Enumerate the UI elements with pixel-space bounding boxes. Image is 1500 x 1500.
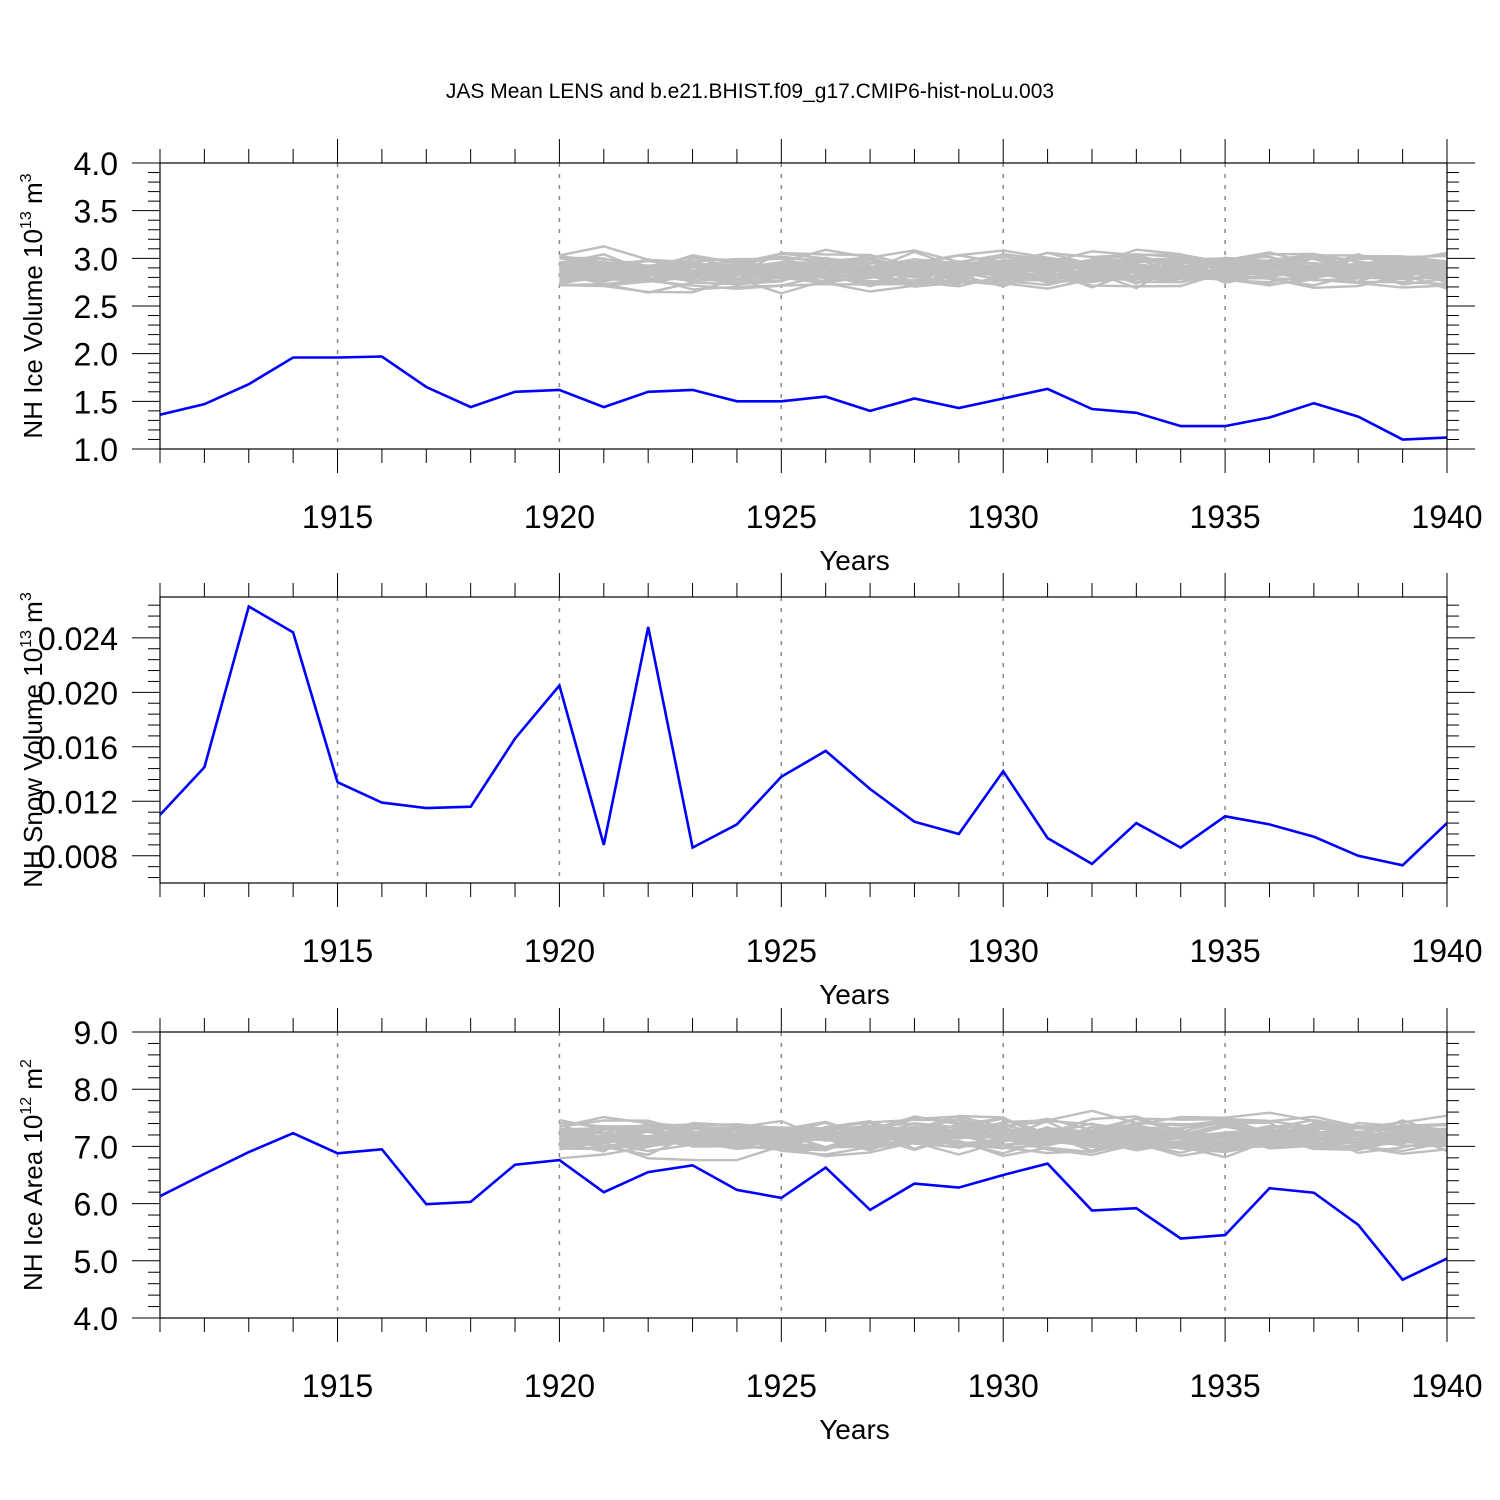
y-tick-label: 0.024 bbox=[38, 621, 118, 657]
chart-title: JAS Mean LENS and b.e21.BHIST.f09_g17.CM… bbox=[446, 80, 1054, 103]
x-tick-label: 1925 bbox=[746, 1368, 817, 1404]
model-series-line bbox=[160, 1131, 1447, 1282]
x-axis-label: Years bbox=[819, 979, 890, 1010]
x-tick-label: 1920 bbox=[524, 933, 595, 969]
x-tick-label: 1930 bbox=[968, 499, 1039, 535]
y-axis-label-text: NH Ice Volume 10 bbox=[18, 229, 48, 439]
y-tick-label: 7.0 bbox=[74, 1129, 118, 1165]
y-axis-label-unit-exponent: 3 bbox=[18, 592, 35, 601]
y-tick-label: 0.008 bbox=[38, 839, 118, 875]
y-axis-label-text: NH Snow Volume 10 bbox=[18, 648, 48, 888]
y-tick-label: 0.020 bbox=[38, 675, 118, 711]
y-axis-label-unit: m bbox=[18, 1068, 48, 1097]
y-tick-label: 3.0 bbox=[74, 241, 118, 277]
y-axis-label: NH Ice Volume 1013 m3 bbox=[18, 173, 48, 438]
y-axis-label-exponent: 13 bbox=[18, 630, 35, 648]
x-tick-label: 1935 bbox=[1190, 933, 1261, 969]
y-axis-label-text: NH Ice Area 10 bbox=[18, 1115, 48, 1291]
ensemble-line bbox=[559, 1117, 1447, 1156]
x-tick-label: 1925 bbox=[746, 499, 817, 535]
y-tick-label: 3.5 bbox=[74, 194, 118, 230]
y-tick-label: 5.0 bbox=[74, 1244, 118, 1280]
model-series-line bbox=[160, 604, 1447, 867]
y-tick-label: 6.0 bbox=[74, 1187, 118, 1223]
x-tick-label: 1920 bbox=[524, 1368, 595, 1404]
y-tick-label: 4.0 bbox=[74, 1301, 118, 1337]
panel-2: 1915 1920 1925 1930 1935 1940 Years 0.008 0.012 0… bbox=[18, 573, 1483, 1010]
x-axis-label: Years bbox=[819, 1414, 890, 1445]
y-axis-label-exponent: 12 bbox=[18, 1097, 35, 1115]
y-tick-label: 2.0 bbox=[74, 337, 118, 373]
x-tick-label: 1915 bbox=[302, 499, 373, 535]
ensemble-group bbox=[558, 1109, 1447, 1162]
ensemble-group bbox=[558, 245, 1447, 295]
ensemble-line bbox=[559, 1122, 1447, 1149]
x-tick-label: 1920 bbox=[524, 499, 595, 535]
x-tick-label: 1940 bbox=[1411, 1368, 1482, 1404]
y-tick-label: 2.5 bbox=[74, 289, 118, 325]
y-tick-label: 9.0 bbox=[74, 1015, 118, 1051]
ensemble-line bbox=[559, 259, 1447, 287]
ensemble-line bbox=[559, 254, 1447, 288]
x-tick-label: 1935 bbox=[1190, 499, 1261, 535]
y-tick-label: 0.012 bbox=[38, 784, 118, 820]
x-tick-label: 1940 bbox=[1411, 933, 1482, 969]
y-tick-label: 4.0 bbox=[74, 146, 118, 182]
y-tick-label: 0.016 bbox=[38, 730, 118, 766]
x-axis-label: Years bbox=[819, 545, 890, 576]
plot-frame bbox=[159, 596, 1448, 884]
y-axis-label-unit-exponent: 2 bbox=[18, 1059, 35, 1068]
x-tick-label: 1930 bbox=[968, 1368, 1039, 1404]
y-tick-label: 8.0 bbox=[74, 1072, 118, 1108]
x-tick-label: 1915 bbox=[302, 933, 373, 969]
y-axis-label: NH Ice Area 1012 m2 bbox=[18, 1059, 48, 1291]
x-tick-label: 1930 bbox=[968, 933, 1039, 969]
y-tick-label: 1.0 bbox=[74, 432, 118, 468]
ensemble-line bbox=[559, 1117, 1447, 1143]
x-tick-label: 1915 bbox=[302, 1368, 373, 1404]
x-tick-label: 1925 bbox=[746, 933, 817, 969]
y-axis-label: NH Snow Volume 1013 m3 bbox=[18, 592, 48, 888]
y-axis-label-exponent: 13 bbox=[18, 211, 35, 229]
model-series-line bbox=[160, 355, 1447, 441]
panel-1: 1915 1920 1925 1930 1935 1940 Years 1.0 1.5 2.0 2.… bbox=[18, 139, 1483, 576]
panels-group: 1915 1920 1925 1930 1935 1940 Years 1.0 1.5 2.0 2.… bbox=[18, 139, 1483, 1445]
ensemble-line bbox=[558, 260, 1447, 283]
ensemble-line bbox=[559, 261, 1447, 285]
y-tick-label: 1.5 bbox=[74, 384, 118, 420]
panel-3: 1915 1920 1925 1930 1935 1940 Years 4.0 5.0 6.0 7.… bbox=[18, 1008, 1483, 1445]
y-axis-label-unit: m bbox=[18, 182, 48, 211]
plot-frame bbox=[159, 162, 1448, 450]
x-tick-label: 1940 bbox=[1411, 499, 1482, 535]
y-axis-label-unit: m bbox=[18, 601, 48, 630]
ensemble-line bbox=[559, 1123, 1447, 1162]
y-axis-label-unit-exponent: 3 bbox=[18, 173, 35, 182]
x-tick-label: 1935 bbox=[1190, 1368, 1261, 1404]
plot-frame bbox=[159, 1031, 1448, 1319]
